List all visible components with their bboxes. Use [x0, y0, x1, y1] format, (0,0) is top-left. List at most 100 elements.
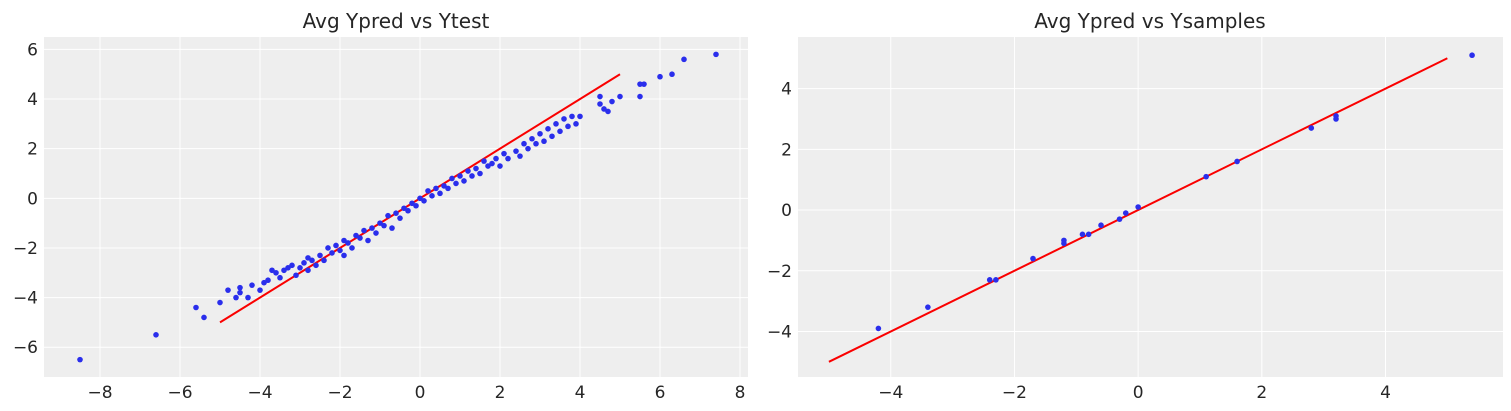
data-point [285, 265, 291, 271]
data-point [521, 140, 527, 147]
data-point [293, 272, 299, 279]
data-point [405, 207, 411, 214]
data-point [237, 289, 243, 296]
data-point [565, 123, 571, 130]
data-point [529, 135, 535, 142]
data-point [669, 71, 675, 78]
data-point [345, 240, 351, 246]
data-point [525, 145, 531, 152]
data-point [641, 81, 647, 87]
data-point [297, 265, 303, 271]
data-point [497, 163, 503, 169]
data-point [261, 279, 267, 286]
data-point [533, 140, 539, 147]
data-point [1085, 231, 1092, 238]
y-tick-label: 4 [27, 90, 38, 110]
data-point [541, 138, 547, 145]
y-tick-label: −2 [767, 262, 792, 282]
data-point [493, 155, 499, 162]
data-point [257, 287, 263, 293]
data-points [875, 52, 1475, 332]
data-point [573, 121, 579, 127]
data-point [329, 250, 335, 256]
data-point [277, 274, 283, 281]
data-point [309, 257, 315, 264]
data-point [473, 165, 479, 172]
data-point [225, 287, 231, 293]
data-point [393, 210, 399, 217]
data-point [377, 220, 383, 226]
data-point [313, 262, 319, 269]
data-point [469, 173, 475, 179]
data-point [325, 245, 331, 251]
data-point [389, 225, 395, 231]
data-point [461, 178, 467, 184]
y-tick-label: 2 [781, 140, 792, 160]
data-point [233, 294, 239, 301]
data-point [993, 277, 999, 283]
y-tick-label: 2 [27, 140, 38, 160]
data-point [617, 93, 623, 100]
reference-line [828, 57, 1448, 363]
chart-title: Avg Ypred vs Ysamples [1034, 9, 1265, 33]
data-point [986, 277, 993, 283]
data-point [657, 73, 663, 80]
data-point [1122, 210, 1129, 216]
data-point [425, 188, 431, 194]
x-tick-label: 0 [1133, 383, 1144, 403]
data-point [369, 225, 375, 231]
data-point [561, 116, 567, 122]
x-tick-label: 6 [655, 383, 666, 403]
data-point [1203, 173, 1209, 180]
data-point [457, 173, 463, 179]
data-point [545, 126, 551, 132]
chart-ysamples: Avg Ypred vs Ysamples −4 −2 0 2 4 −4 −2 0 2 4 [767, 9, 1503, 403]
x-tick-label: −8 [87, 383, 112, 403]
data-point [557, 128, 563, 135]
x-tick-label: 8 [735, 383, 746, 403]
data-point [421, 197, 427, 204]
data-point [489, 160, 495, 167]
data-point [385, 212, 391, 219]
data-point [1061, 237, 1067, 244]
y-tick-label: 0 [781, 201, 792, 221]
data-point [925, 304, 931, 310]
data-point [513, 148, 519, 154]
data-point [481, 158, 487, 164]
data-point [413, 202, 419, 209]
data-point [193, 304, 199, 311]
data-point [437, 190, 443, 197]
data-point [217, 299, 223, 306]
data-point [569, 113, 575, 120]
data-point [433, 185, 439, 192]
data-point [1116, 216, 1123, 222]
data-point [373, 230, 379, 236]
data-point [1079, 231, 1086, 238]
data-point [429, 193, 435, 199]
data-point [341, 237, 347, 244]
grid [44, 37, 748, 377]
data-point [1234, 158, 1240, 165]
data-point [265, 277, 271, 284]
data-point [305, 267, 311, 274]
data-point [333, 242, 339, 249]
data-point [1135, 204, 1141, 210]
chart-title: Avg Ypred vs Ytest [303, 9, 490, 33]
data-point [505, 155, 511, 162]
x-tick-label: −4 [247, 383, 272, 403]
data-point [77, 356, 83, 363]
y-tick-label: −6 [13, 338, 38, 358]
data-point [337, 247, 343, 254]
data-point [305, 255, 311, 261]
data-point [1098, 222, 1104, 229]
data-point [601, 106, 607, 112]
data-point [501, 150, 507, 157]
x-tick-label: 4 [1380, 383, 1391, 403]
data-point [381, 222, 387, 229]
data-point [875, 325, 882, 332]
tick-labels: −8 −6 −4 −2 0 2 4 6 8 −6 −4 −2 0 2 4 6 [13, 40, 745, 403]
data-point [201, 314, 207, 321]
data-point [249, 282, 255, 288]
data-point [269, 267, 275, 274]
data-point [417, 195, 423, 202]
